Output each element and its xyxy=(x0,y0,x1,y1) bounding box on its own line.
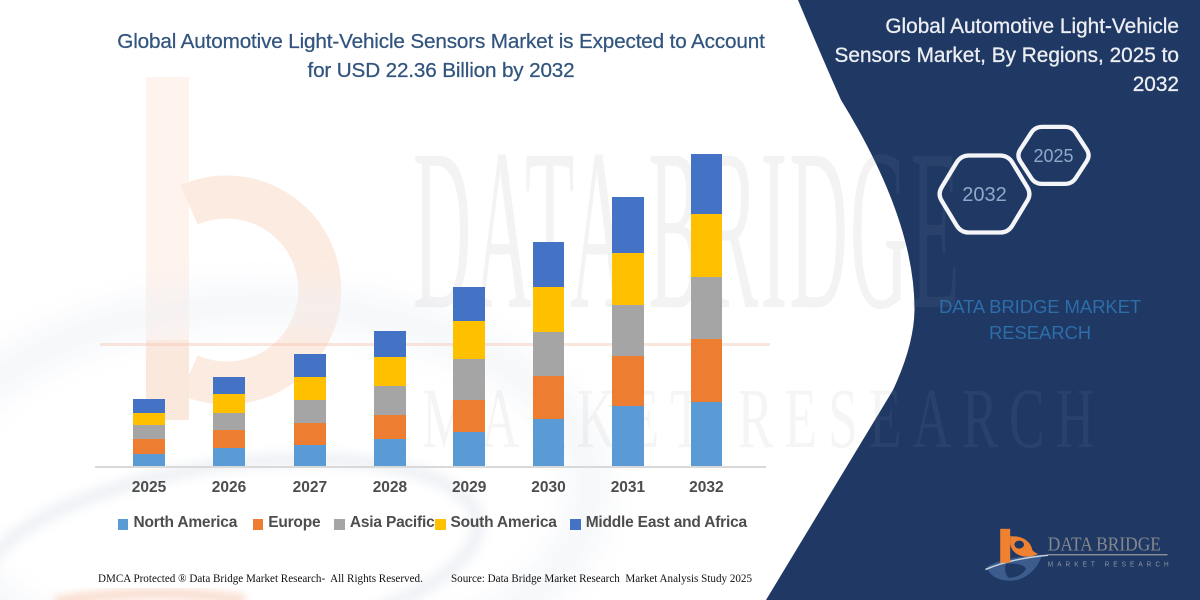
svg-text:DATA BRIDGE: DATA BRIDGE xyxy=(1048,533,1161,555)
svg-text:MARKET RESEARCH: MARKET RESEARCH xyxy=(1048,561,1173,568)
svg-text:2032: 2032 xyxy=(962,184,1007,206)
svg-text:2025: 2025 xyxy=(1033,146,1073,166)
